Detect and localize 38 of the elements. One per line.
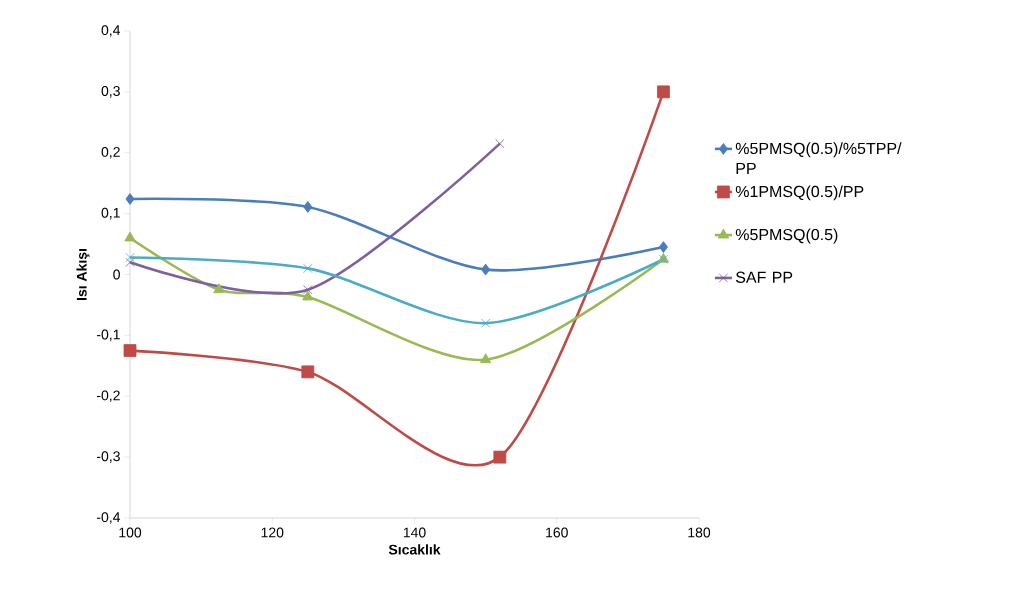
- point: [493, 450, 507, 464]
- x-axis-title: Sıcaklık: [388, 544, 441, 555]
- legend-label: %5PMSQ(0.5)/%5TPP/ PP: [735, 142, 902, 174]
- point: [657, 85, 670, 99]
- x-tick-label: 100: [119, 527, 142, 538]
- point: [303, 201, 313, 213]
- point: [301, 365, 315, 379]
- y-tick-label: 0,4: [101, 25, 121, 37]
- y-axis-title: Isı Akışı: [76, 249, 90, 301]
- point: [481, 263, 491, 276]
- y-tick-label: -0,2: [96, 390, 120, 403]
- point: [480, 353, 492, 364]
- point: [302, 290, 314, 301]
- legend-label: %5PMSQ(0.5): [735, 228, 838, 244]
- x-tick-label: 120: [261, 527, 284, 538]
- point: [303, 285, 313, 295]
- y-tick-label: -0,3: [96, 451, 120, 463]
- point: [125, 257, 135, 267]
- point: [480, 318, 491, 328]
- point: [303, 263, 313, 274]
- point: [125, 193, 135, 205]
- y-tick-label: 0: [113, 269, 120, 280]
- point: [123, 344, 137, 357]
- legend-label: %1PMSQ(0.5)/PP: [735, 185, 864, 201]
- point: [495, 138, 505, 149]
- y-tick-label: 0,2: [101, 146, 120, 159]
- y-tick-label: -0,4: [96, 512, 121, 524]
- legend-label: SAF PP: [735, 271, 793, 283]
- y-tick-label: -0,1: [96, 329, 120, 342]
- x-tick-label: 160: [546, 527, 568, 538]
- point: [124, 231, 136, 242]
- x-tick-label: 140: [403, 527, 426, 538]
- y-tick-label: 0,3: [101, 86, 120, 98]
- y-tick-label: 0,1: [101, 207, 120, 220]
- point: [658, 241, 668, 253]
- point: [125, 252, 135, 263]
- x-tick-label: 180: [688, 527, 711, 538]
- point: [213, 283, 225, 294]
